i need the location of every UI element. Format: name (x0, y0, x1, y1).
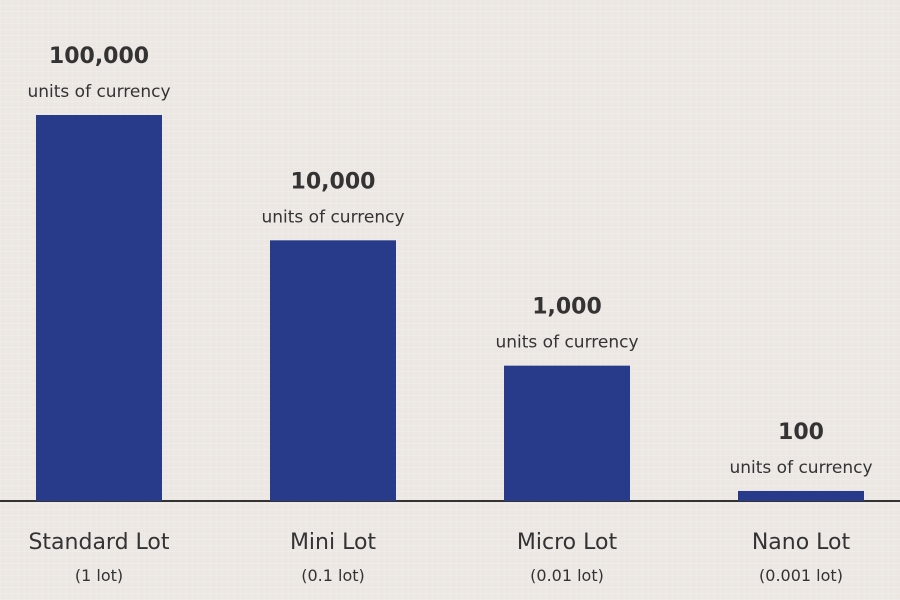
category-sublabel-3: (0.001 lot) (759, 566, 843, 585)
bar-0 (36, 115, 162, 501)
category-label-2: Micro Lot (517, 530, 618, 555)
bar-3 (738, 490, 864, 501)
unit-label-1: units of currency (261, 207, 404, 227)
unit-label-3: units of currency (729, 458, 872, 478)
bar-2 (504, 365, 630, 501)
category-sublabel-0: (1 lot) (75, 566, 123, 585)
value-label-2: 1,000 (532, 295, 602, 320)
value-label-3: 100 (778, 420, 824, 445)
value-label-0: 100,000 (49, 44, 149, 69)
value-label-1: 10,000 (291, 169, 376, 194)
category-label-1: Mini Lot (290, 530, 376, 555)
unit-label-0: units of currency (27, 82, 170, 102)
category-label-0: Standard Lot (28, 530, 169, 555)
category-sublabel-2: (0.01 lot) (530, 566, 604, 585)
bar-1 (270, 240, 396, 501)
category-label-3: Nano Lot (752, 530, 851, 555)
category-sublabel-1: (0.1 lot) (301, 566, 365, 585)
unit-label-2: units of currency (495, 333, 638, 353)
